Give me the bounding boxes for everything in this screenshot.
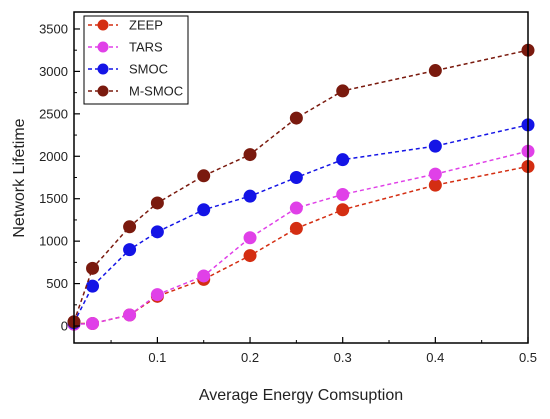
legend-item: SMOC <box>88 62 168 77</box>
y-tick-label: 1000 <box>39 234 68 249</box>
series-line <box>73 150 529 326</box>
data-point <box>243 148 257 162</box>
legend-marker <box>97 41 109 53</box>
data-point <box>336 84 350 98</box>
data-point <box>428 64 442 78</box>
x-axis: 0.1 0.2 0.3 0.4 0.5 <box>148 337 537 365</box>
data-point <box>428 167 442 181</box>
data-point <box>86 261 100 275</box>
series-smoc <box>67 118 535 330</box>
data-point <box>123 308 137 322</box>
legend-marker <box>97 85 109 97</box>
x-tick-label: 0.2 <box>241 350 259 365</box>
data-point <box>336 203 350 217</box>
legend-item: ZEEP <box>88 18 163 33</box>
x-tick-label: 0.4 <box>426 350 444 365</box>
legend-marker <box>97 63 109 75</box>
data-point <box>150 288 164 302</box>
legend-marker <box>97 19 109 31</box>
legend-item: M-SMOC <box>88 84 183 99</box>
data-point <box>86 316 100 330</box>
legend-label: TARS <box>129 40 163 55</box>
series-line <box>74 165 529 325</box>
y-tick-label: 3500 <box>39 21 68 36</box>
data-point <box>428 139 442 153</box>
plot-frame <box>73 11 529 344</box>
y-tick-label: 3000 <box>39 64 68 79</box>
data-point <box>243 249 257 263</box>
data-point <box>150 225 164 239</box>
series-m-smoc <box>67 43 535 329</box>
data-point <box>428 178 442 192</box>
y-tick-label: 2500 <box>39 106 68 121</box>
legend-label: SMOC <box>129 62 168 77</box>
legend-item: TARS <box>88 40 163 55</box>
legend-label: ZEEP <box>129 18 163 33</box>
y-tick-label: 1500 <box>39 191 68 206</box>
y-tick-label: 0 <box>61 319 68 334</box>
data-point <box>243 189 257 203</box>
data-point <box>123 220 137 234</box>
data-point <box>123 243 137 257</box>
series-line <box>73 49 529 323</box>
data-point <box>197 169 211 183</box>
data-point <box>289 171 303 184</box>
x-tick-label: 0.1 <box>148 350 166 365</box>
y-tick-label: 2000 <box>39 149 68 164</box>
data-point <box>150 196 164 210</box>
data-point <box>197 203 211 217</box>
series-zeep <box>67 159 535 330</box>
y-axis-label: Network Lifetime <box>11 118 28 237</box>
data-point <box>289 221 303 235</box>
data-point <box>243 231 257 245</box>
x-tick-label: 0.3 <box>334 350 352 365</box>
data-point <box>336 187 350 201</box>
x-tick-label: 0.5 <box>519 350 537 365</box>
data-point <box>289 201 303 215</box>
y-axis: 0 500 1000 1500 2000 2500 3000 3500 <box>39 21 80 334</box>
x-axis-label: Average Energy Comsuption <box>199 387 403 404</box>
data-point <box>289 111 303 125</box>
data-point <box>197 269 211 283</box>
legend: ZEEP TARS SMOC M-SMOC <box>83 15 189 105</box>
data-point <box>336 153 350 167</box>
series-line <box>73 124 529 323</box>
y-tick-label: 500 <box>46 276 68 291</box>
legend-label: M-SMOC <box>129 84 183 99</box>
